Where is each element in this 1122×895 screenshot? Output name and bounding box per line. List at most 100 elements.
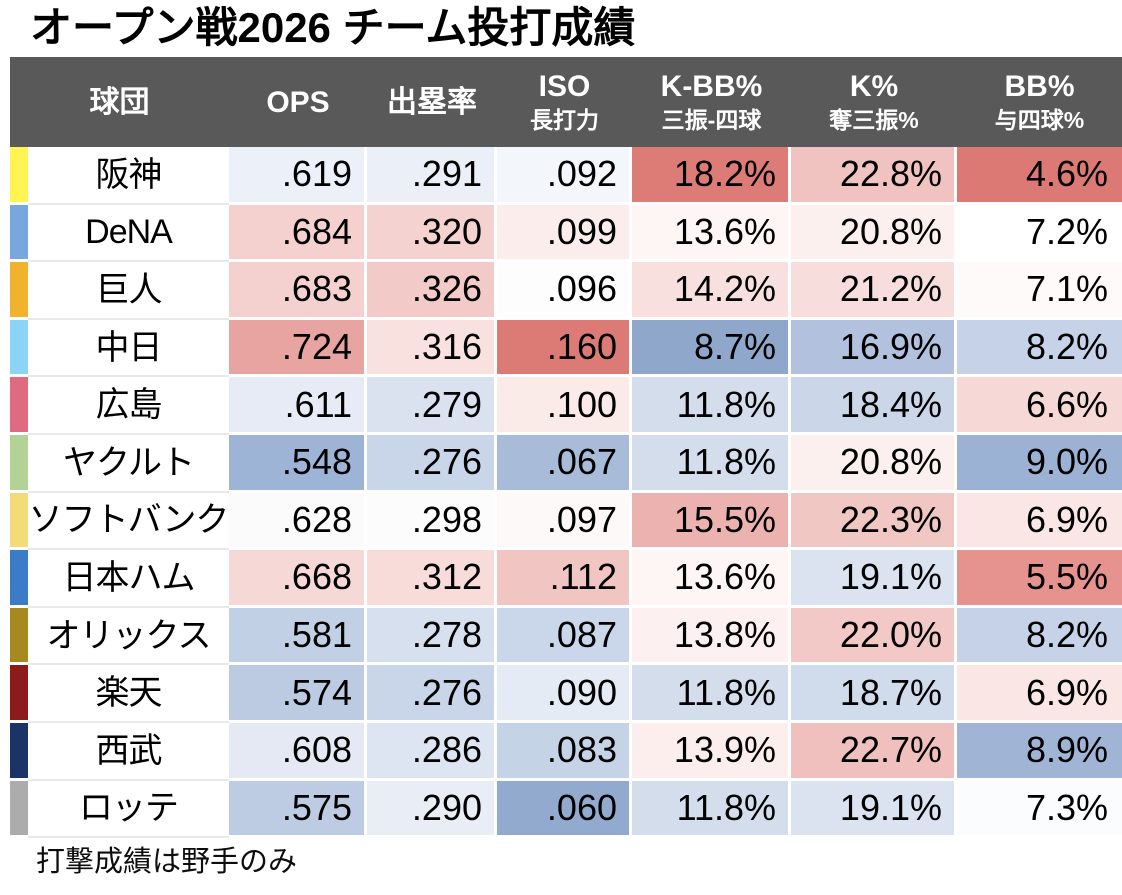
column-header-main: OPS bbox=[266, 85, 330, 119]
page-title: オープン戦2026 チーム投打成績 bbox=[30, 4, 636, 51]
cell-kbb: 13.8% bbox=[632, 607, 791, 666]
cell-bb: 6.9% bbox=[957, 665, 1122, 723]
cell-bb: 7.1% bbox=[957, 262, 1122, 320]
cell-obp: .316 bbox=[367, 319, 497, 378]
footnote: 打撃成績は野手のみ bbox=[36, 846, 298, 879]
cell-k: 20.8% bbox=[791, 434, 957, 493]
table-header: 球団 OPS 出塁率 ISO 長打力 K-BB% 三振-四球 K% 奪三振% BB% 与四球% bbox=[10, 57, 1122, 147]
cell-bb: 4.6% bbox=[957, 147, 1122, 205]
column-header-sub: 奪三振% bbox=[829, 107, 919, 133]
table-body: 阪神 .619.291.092 18.2% 22.8% 4.6% DeNA .684.320… bbox=[10, 147, 1122, 839]
column-header-main: K% bbox=[849, 70, 899, 103]
cell-iso: .067 bbox=[497, 434, 632, 493]
cell-ops: .611 bbox=[229, 377, 367, 435]
team-color-swatch bbox=[10, 262, 28, 320]
table-row: 日本ハム .668.312.112 13.6% 19.1% 5.5% bbox=[10, 550, 1122, 608]
team-color-swatch bbox=[10, 204, 28, 263]
team-color-swatch bbox=[10, 722, 28, 781]
cell-bb: 8.2% bbox=[957, 607, 1122, 666]
team-name: 巨人 bbox=[28, 262, 229, 320]
cell-bb: 5.5% bbox=[957, 550, 1122, 608]
cell-iso: .096 bbox=[497, 262, 632, 320]
column-header-sub: 長打力 bbox=[530, 107, 599, 133]
team-color-swatch bbox=[10, 377, 28, 435]
cell-k: 18.4% bbox=[791, 377, 957, 435]
column-header-main: BB% bbox=[1004, 70, 1075, 103]
team-color-swatch bbox=[10, 492, 28, 551]
cell-k: 22.8% bbox=[791, 147, 957, 205]
cell-kbb: 13.6% bbox=[632, 550, 791, 608]
team-name: DeNA bbox=[28, 204, 229, 263]
cell-obp: .279 bbox=[367, 377, 497, 435]
team-name: ヤクルト bbox=[28, 434, 229, 493]
cell-obp: .286 bbox=[367, 722, 497, 781]
column-header-iso: ISO 長打力 bbox=[497, 57, 632, 147]
cell-kbb: 11.8% bbox=[632, 434, 791, 493]
team-name: オリックス bbox=[28, 607, 229, 666]
table-row: DeNA .684.320.099 13.6% 20.8% 7.2% bbox=[10, 204, 1122, 263]
column-header-main: 球団 bbox=[89, 85, 150, 119]
cell-iso: .112 bbox=[497, 550, 632, 608]
cell-ops: .724 bbox=[229, 319, 367, 378]
cell-bb: 8.9% bbox=[957, 722, 1122, 781]
cell-kbb: 14.2% bbox=[632, 262, 791, 320]
cell-ops: .619 bbox=[229, 147, 367, 205]
cell-iso: .100 bbox=[497, 377, 632, 435]
table-row: 広島 .611.279.100 11.8% 18.4% 6.6% bbox=[10, 377, 1122, 435]
cell-iso: .092 bbox=[497, 147, 632, 205]
cell-kbb: 15.5% bbox=[632, 492, 791, 551]
team-color-swatch bbox=[10, 319, 28, 378]
cell-ops: .548 bbox=[229, 434, 367, 493]
cell-k: 19.1% bbox=[791, 550, 957, 608]
cell-iso: .097 bbox=[497, 492, 632, 551]
team-name: 広島 bbox=[28, 377, 229, 435]
team-color-swatch bbox=[10, 434, 28, 493]
cell-k: 16.9% bbox=[791, 319, 957, 378]
column-header-team: 球団 bbox=[10, 57, 229, 147]
cell-iso: .160 bbox=[497, 319, 632, 378]
cell-iso: .087 bbox=[497, 607, 632, 666]
cell-k: 21.2% bbox=[791, 262, 957, 320]
cell-k: 22.0% bbox=[791, 607, 957, 666]
team-name: 阪神 bbox=[28, 147, 229, 205]
cell-ops: .684 bbox=[229, 204, 367, 263]
column-header-ops: OPS bbox=[229, 57, 367, 147]
cell-k: 22.3% bbox=[791, 492, 957, 551]
table-row: 巨人 .683.326.096 14.2% 21.2% 7.1% bbox=[10, 262, 1122, 320]
table-row: 阪神 .619.291.092 18.2% 22.8% 4.6% bbox=[10, 147, 1122, 205]
cell-bb: 7.2% bbox=[957, 204, 1122, 263]
cell-kbb: 13.6% bbox=[632, 204, 791, 263]
column-header-main: 出塁率 bbox=[387, 85, 477, 119]
cell-k: 22.7% bbox=[791, 722, 957, 781]
cell-obp: .298 bbox=[367, 492, 497, 551]
cell-kbb: 11.8% bbox=[632, 377, 791, 435]
cell-obp: .276 bbox=[367, 665, 497, 723]
table-row: ヤクルト .548.276.067 11.8% 20.8% 9.0% bbox=[10, 434, 1122, 493]
cell-iso: .099 bbox=[497, 204, 632, 263]
column-header-k: K% 奪三振% bbox=[791, 57, 957, 147]
cell-kbb: 11.8% bbox=[632, 780, 791, 839]
team-name: 日本ハム bbox=[28, 550, 229, 608]
cell-iso: .060 bbox=[497, 780, 632, 839]
column-header-sub: 与四球% bbox=[994, 107, 1085, 133]
team-color-swatch bbox=[10, 665, 28, 723]
cell-bb: 6.9% bbox=[957, 492, 1122, 551]
table-row: 楽天 .574.276.090 11.8% 18.7% 6.9% bbox=[10, 665, 1122, 723]
column-header-kbb: K-BB% 三振-四球 bbox=[632, 57, 791, 147]
team-name: 西武 bbox=[28, 722, 229, 781]
table-row: オリックス .581.278.087 13.8% 22.0% 8.2% bbox=[10, 607, 1122, 666]
team-name: 楽天 bbox=[28, 665, 229, 723]
team-color-swatch bbox=[10, 550, 28, 608]
team-name: ロッテ bbox=[28, 780, 229, 839]
cell-k: 18.7% bbox=[791, 665, 957, 723]
table-row: ソフトバンク .628.298.097 15.5% 22.3% 6.9% bbox=[10, 492, 1122, 551]
cell-ops: .668 bbox=[229, 550, 367, 608]
column-header-main: K-BB% bbox=[660, 70, 763, 103]
cell-kbb: 8.7% bbox=[632, 319, 791, 378]
cell-ops: .628 bbox=[229, 492, 367, 551]
cell-bb: 6.6% bbox=[957, 377, 1122, 435]
cell-obp: .326 bbox=[367, 262, 497, 320]
cell-ops: .574 bbox=[229, 665, 367, 723]
column-header-main: ISO bbox=[538, 70, 591, 103]
table-row: 西武 .608.286.083 13.9% 22.7% 8.9% bbox=[10, 722, 1122, 781]
